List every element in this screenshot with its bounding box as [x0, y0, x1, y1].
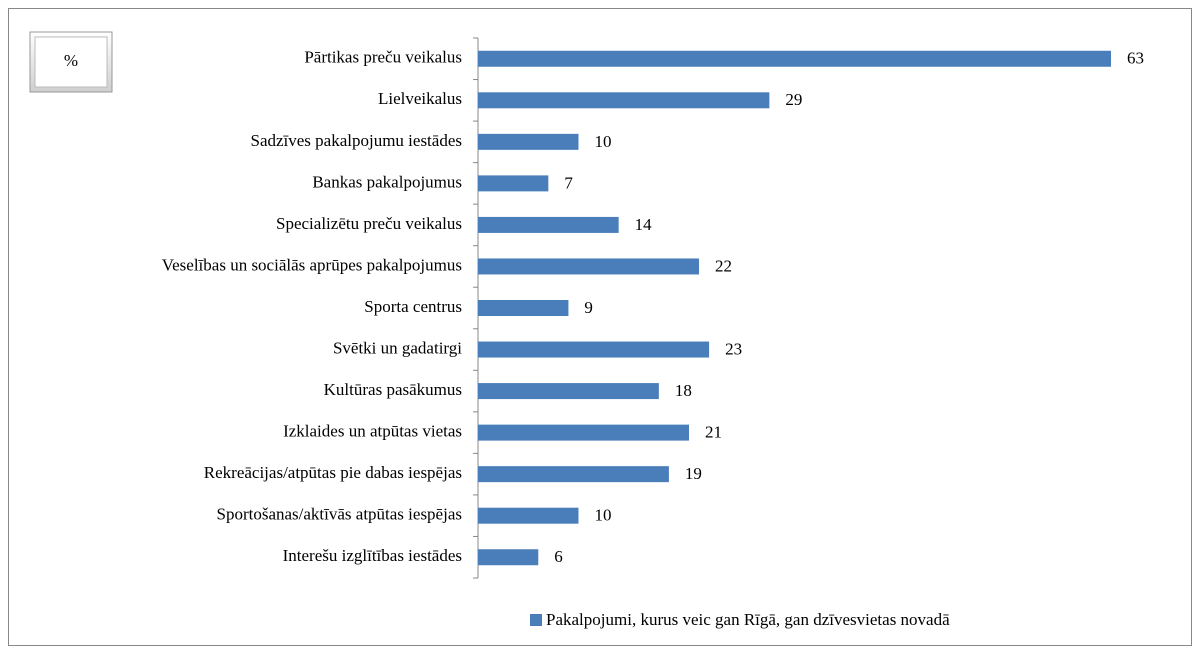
value-label: 7 — [564, 173, 573, 192]
category-label: Sporta centrus — [364, 297, 462, 316]
value-label: 29 — [785, 90, 802, 109]
value-label: 9 — [584, 298, 593, 317]
bar — [478, 92, 770, 109]
bar — [478, 50, 1111, 67]
legend-label: Pakalpojumi, kurus veic gan Rīgā, gan dz… — [546, 610, 950, 629]
bar — [478, 466, 669, 483]
unit-label: % — [64, 51, 78, 70]
value-label: 63 — [1127, 49, 1144, 68]
category-label: Veselības un sociālās aprūpes pakalpojum… — [162, 255, 462, 274]
bar — [478, 341, 710, 358]
bar — [478, 383, 659, 400]
value-label: 6 — [554, 547, 563, 566]
value-label: 21 — [705, 423, 722, 442]
value-label: 19 — [685, 464, 702, 483]
category-label: Sportošanas/aktīvās atpūtas iespējas — [216, 505, 462, 524]
category-label: Lielveikalus — [378, 89, 462, 108]
category-label: Rekreācijas/atpūtas pie dabas iespējas — [204, 463, 462, 482]
category-label: Svētki un gadatirgi — [333, 338, 462, 357]
bar — [478, 507, 579, 524]
category-label: Bankas pakalpojumus — [312, 172, 462, 191]
bar — [478, 175, 549, 192]
value-label: 14 — [635, 215, 653, 234]
category-label: Sadzīves pakalpojumu iestādes — [250, 131, 462, 150]
value-label: 10 — [594, 506, 611, 525]
bar — [478, 549, 539, 566]
category-label: Specializētu preču veikalus — [276, 214, 462, 233]
category-label: Pārtikas preču veikalus — [304, 48, 462, 67]
value-label: 10 — [594, 132, 611, 151]
legend-swatch — [530, 614, 542, 626]
bar — [478, 258, 700, 275]
bar — [478, 216, 619, 233]
bar — [478, 133, 579, 150]
value-label: 23 — [725, 339, 742, 358]
bar — [478, 300, 569, 316]
chart-border — [8, 8, 1192, 646]
category-label: Kultūras pasākumus — [324, 380, 462, 399]
bar — [478, 424, 689, 441]
value-label: 18 — [675, 381, 692, 400]
category-label: Izklaides un atpūtas vietas — [283, 422, 462, 441]
value-label: 22 — [715, 256, 732, 275]
unit-box-inner — [34, 36, 108, 88]
category-label: Interešu izglītības iestādes — [283, 546, 462, 565]
